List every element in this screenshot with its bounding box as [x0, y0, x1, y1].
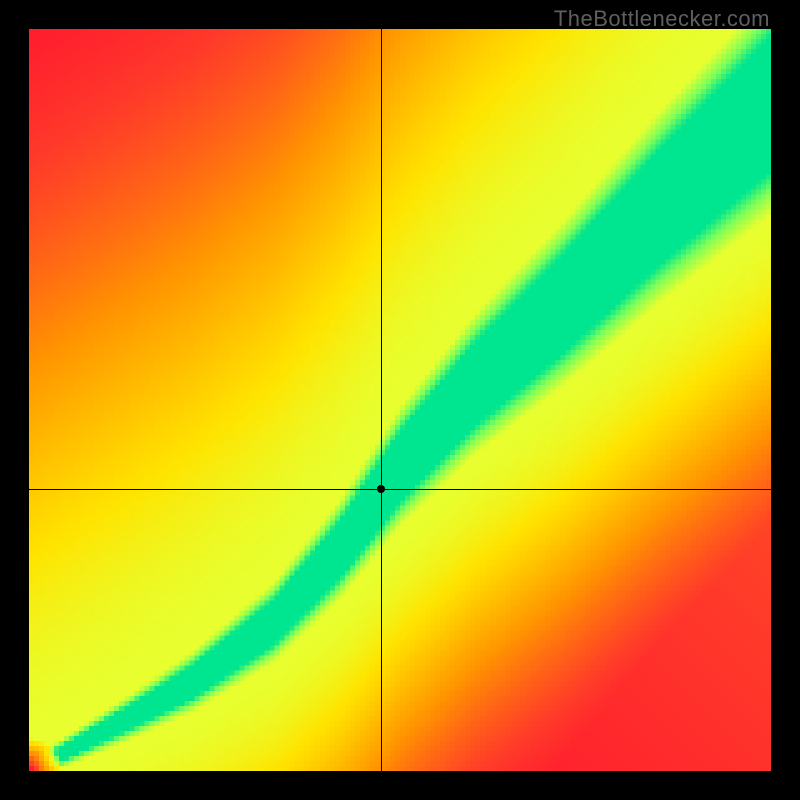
heatmap-plot: [29, 29, 771, 771]
crosshair-vertical: [381, 29, 382, 771]
watermark-text: TheBottlenecker.com: [554, 6, 770, 32]
heatmap-canvas: [29, 29, 771, 771]
crosshair-horizontal: [29, 489, 771, 490]
chart-frame: TheBottlenecker.com: [0, 0, 800, 800]
